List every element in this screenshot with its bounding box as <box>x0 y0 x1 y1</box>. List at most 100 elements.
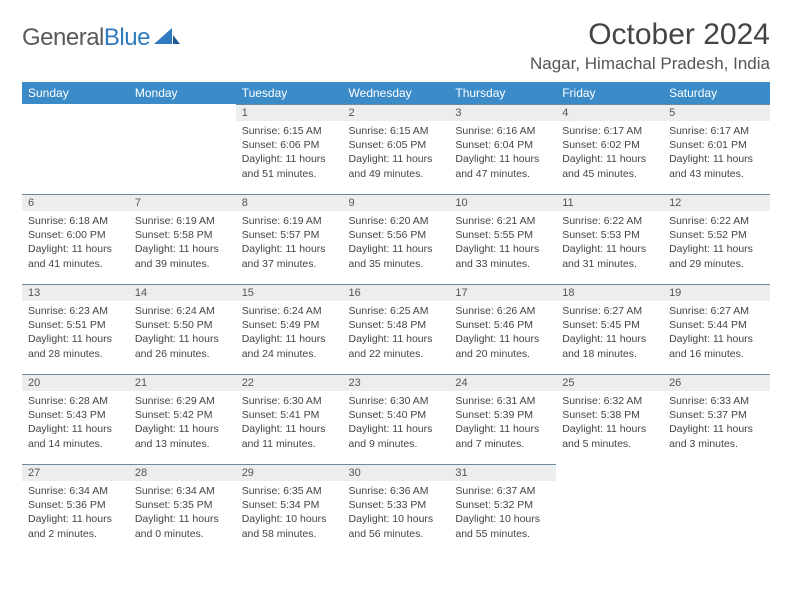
sunrise-line: Sunrise: 6:27 AM <box>562 305 642 317</box>
day-number: 8 <box>236 194 343 211</box>
day-number: 16 <box>343 284 450 301</box>
sunset-line: Sunset: 5:34 PM <box>242 499 320 511</box>
day-cell: 27Sunrise: 6:34 AMSunset: 5:36 PMDayligh… <box>22 464 129 550</box>
weekday-header: Wednesday <box>343 82 450 104</box>
day-content: Sunrise: 6:28 AMSunset: 5:43 PMDaylight:… <box>22 391 129 457</box>
sunset-line: Sunset: 5:36 PM <box>28 499 106 511</box>
day-cell: 22Sunrise: 6:30 AMSunset: 5:41 PMDayligh… <box>236 374 343 460</box>
sunrise-line: Sunrise: 6:30 AM <box>349 395 429 407</box>
sunset-line: Sunset: 5:38 PM <box>562 409 640 421</box>
month-title: October 2024 <box>530 18 770 52</box>
day-cell <box>129 104 236 190</box>
day-number: 10 <box>449 194 556 211</box>
day-number: 9 <box>343 194 450 211</box>
sunset-line: Sunset: 6:01 PM <box>669 139 747 151</box>
day-cell: 15Sunrise: 6:24 AMSunset: 5:49 PMDayligh… <box>236 284 343 370</box>
sunset-line: Sunset: 6:05 PM <box>349 139 427 151</box>
day-cell: 24Sunrise: 6:31 AMSunset: 5:39 PMDayligh… <box>449 374 556 460</box>
sunrise-line: Sunrise: 6:24 AM <box>242 305 322 317</box>
day-cell: 16Sunrise: 6:25 AMSunset: 5:48 PMDayligh… <box>343 284 450 370</box>
brand-sail-icon <box>154 26 180 51</box>
sunset-line: Sunset: 5:44 PM <box>669 319 747 331</box>
day-cell: 18Sunrise: 6:27 AMSunset: 5:45 PMDayligh… <box>556 284 663 370</box>
day-number: 2 <box>343 104 450 121</box>
day-cell <box>556 464 663 550</box>
title-block: October 2024 Nagar, Himachal Pradesh, In… <box>530 18 770 74</box>
day-cell: 30Sunrise: 6:36 AMSunset: 5:33 PMDayligh… <box>343 464 450 550</box>
day-content: Sunrise: 6:27 AM Sunset: 5:45 PM Daylight:… <box>556 301 663 367</box>
daylight-line: Daylight: 11 hours and 49 minutes. <box>349 153 433 179</box>
daylight-line: Daylight: 11 hours and 18 minutes. <box>562 333 646 359</box>
sunrise-line: Sunrise: 6:32 AM <box>562 395 642 407</box>
day-cell: 19Sunrise: 6:27 AMSunset: 5:44 PMDayligh… <box>663 284 770 370</box>
sunset-line: Sunset: 5:55 PM <box>455 229 533 241</box>
day-content: Sunrise: 6:36 AMSunset: 5:33 PMDaylight:… <box>343 481 450 547</box>
location-subtitle: Nagar, Himachal Pradesh, India <box>530 54 770 74</box>
sunrise-line: Sunrise: 6:17 AM <box>562 125 642 137</box>
day-number: 4 <box>556 104 663 121</box>
day-number: 20 <box>22 374 129 391</box>
day-number: 13 <box>22 284 129 301</box>
sunset-line: Sunset: 5:35 PM <box>135 499 213 511</box>
day-cell: 11Sunrise: 6:22 AMSunset: 5:53 PMDayligh… <box>556 194 663 280</box>
sunrise-line: Sunrise: 6:22 AM <box>562 215 642 227</box>
day-cell: 9Sunrise: 6:20 AMSunset: 5:56 PMDaylight… <box>343 194 450 280</box>
sunset-line: Sunset: 5:32 PM <box>455 499 533 511</box>
sunset-line: Sunset: 5:43 PM <box>28 409 106 421</box>
daylight-line: Daylight: 11 hours and 13 minutes. <box>135 423 219 449</box>
day-content: Sunrise: 6:24 AM Sunset: 5:49 PM Daylight:… <box>236 301 343 367</box>
day-number: 31 <box>449 464 556 481</box>
sunrise-line: Sunrise: 6:15 AM <box>349 125 429 137</box>
day-cell: 23Sunrise: 6:30 AMSunset: 5:40 PMDayligh… <box>343 374 450 460</box>
day-content: Sunrise: 6:31 AMSunset: 5:39 PMDaylight:… <box>449 391 556 457</box>
day-number: 25 <box>556 374 663 391</box>
daylight-line: Daylight: 11 hours and 16 minutes. <box>669 333 753 359</box>
day-content: Sunrise: 6:29 AMSunset: 5:42 PMDaylight:… <box>129 391 236 457</box>
day-cell: 10Sunrise: 6:21 AMSunset: 5:55 PMDayligh… <box>449 194 556 280</box>
sunset-line: Sunset: 5:53 PM <box>562 229 640 241</box>
day-cell <box>663 464 770 550</box>
sunset-line: Sunset: 5:50 PM <box>135 319 213 331</box>
sunset-line: Sunset: 5:42 PM <box>135 409 213 421</box>
day-number: 29 <box>236 464 343 481</box>
day-cell: 31Sunrise: 6:37 AMSunset: 5:32 PMDayligh… <box>449 464 556 550</box>
day-cell: 29Sunrise: 6:35 AMSunset: 5:34 PMDayligh… <box>236 464 343 550</box>
week-row: 1Sunrise: 6:15 AMSunset: 6:06 PMDaylight… <box>22 104 770 190</box>
day-cell: 4Sunrise: 6:17 AMSunset: 6:02 PMDaylight… <box>556 104 663 190</box>
brand-text: GeneralBlue <box>22 24 150 52</box>
weekday-header: Sunday <box>22 82 129 104</box>
day-number: 28 <box>129 464 236 481</box>
daylight-line: Daylight: 11 hours and 35 minutes. <box>349 243 433 269</box>
daylight-line: Daylight: 11 hours and 26 minutes. <box>135 333 219 359</box>
day-cell: 7Sunrise: 6:19 AMSunset: 5:58 PMDaylight… <box>129 194 236 280</box>
day-content: Sunrise: 6:17 AMSunset: 6:01 PMDaylight:… <box>663 121 770 187</box>
sunset-line: Sunset: 5:45 PM <box>562 319 640 331</box>
brand-part2: Blue <box>104 24 150 51</box>
sunrise-line: Sunrise: 6:34 AM <box>135 485 215 497</box>
weekday-header: Friday <box>556 82 663 104</box>
daylight-line: Daylight: 11 hours and 2 minutes. <box>28 513 112 539</box>
day-content: Sunrise: 6:30 AMSunset: 5:41 PMDaylight:… <box>236 391 343 457</box>
daylight-line: Daylight: 11 hours and 0 minutes. <box>135 513 219 539</box>
daylight-line: Daylight: 11 hours and 24 minutes. <box>242 333 326 359</box>
day-content: Sunrise: 6:37 AMSunset: 5:32 PMDaylight:… <box>449 481 556 547</box>
sunset-line: Sunset: 5:51 PM <box>28 319 106 331</box>
sunset-line: Sunset: 5:49 PM <box>242 319 320 331</box>
day-content: Sunrise: 6:17 AMSunset: 6:02 PMDaylight:… <box>556 121 663 187</box>
day-number: 17 <box>449 284 556 301</box>
day-content: Sunrise: 6:21 AMSunset: 5:55 PMDaylight:… <box>449 211 556 277</box>
daylight-line: Daylight: 11 hours and 3 minutes. <box>669 423 753 449</box>
day-content: Sunrise: 6:15 AMSunset: 6:06 PMDaylight:… <box>236 121 343 187</box>
day-cell: 25Sunrise: 6:32 AMSunset: 5:38 PMDayligh… <box>556 374 663 460</box>
daylight-line: Daylight: 11 hours and 31 minutes. <box>562 243 646 269</box>
daylight-line: Daylight: 11 hours and 39 minutes. <box>135 243 219 269</box>
day-number: 6 <box>22 194 129 211</box>
day-cell: 5Sunrise: 6:17 AMSunset: 6:01 PMDaylight… <box>663 104 770 190</box>
daylight-line: Daylight: 11 hours and 20 minutes. <box>455 333 539 359</box>
daylight-line: Daylight: 10 hours and 56 minutes. <box>349 513 434 539</box>
sunset-line: Sunset: 6:06 PM <box>242 139 320 151</box>
sunrise-line: Sunrise: 6:21 AM <box>455 215 535 227</box>
sunrise-line: Sunrise: 6:19 AM <box>135 215 215 227</box>
daylight-line: Daylight: 11 hours and 14 minutes. <box>28 423 112 449</box>
sunset-line: Sunset: 5:39 PM <box>455 409 533 421</box>
